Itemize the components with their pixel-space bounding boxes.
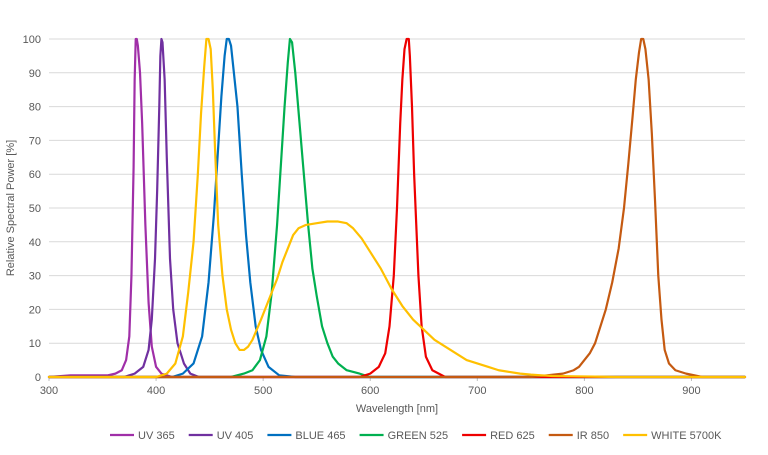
series-line-white-5700k bbox=[47, 37, 747, 379]
x-tick-label: 700 bbox=[468, 385, 486, 397]
y-tick-label: 10 bbox=[29, 338, 41, 350]
tick-labels: 0 10 20 30 40 50 60 70 80 90 100 300 400 500 600 700 800… bbox=[23, 34, 701, 397]
legend-label: RED 625 bbox=[490, 430, 535, 442]
x-tick-label: 400 bbox=[147, 385, 165, 397]
x-axis-title: Wavelength [nm] bbox=[356, 403, 438, 415]
series-lines bbox=[47, 37, 747, 379]
y-tick-label: 90 bbox=[29, 68, 41, 80]
y-tick-label: 70 bbox=[29, 135, 41, 147]
legend-label: IR 850 bbox=[577, 430, 609, 442]
x-tick-label: 900 bbox=[682, 385, 700, 397]
legend-label: BLUE 465 bbox=[295, 430, 345, 442]
y-axis-title: Relative Spectral Power [%] bbox=[5, 140, 17, 276]
legend-label: GREEN 525 bbox=[388, 430, 449, 442]
legend-label: WHITE 5700K bbox=[651, 430, 722, 442]
x-tick-label: 300 bbox=[40, 385, 58, 397]
legend-item: IR 850 bbox=[548, 430, 609, 442]
y-tick-label: 100 bbox=[23, 34, 41, 46]
legend-label: UV 365 bbox=[138, 430, 175, 442]
series-line-ir-850 bbox=[47, 37, 747, 379]
legend: UV 365 UV 405 BLUE 465 GREEN 525 RED 625 IR 8… bbox=[110, 430, 722, 442]
x-tick-label: 800 bbox=[575, 385, 593, 397]
legend-item: BLUE 465 bbox=[267, 430, 346, 442]
x-tick-label: 500 bbox=[254, 385, 272, 397]
y-tick-label: 20 bbox=[29, 304, 41, 316]
legend-item: GREEN 525 bbox=[359, 430, 449, 442]
y-tick-label: 40 bbox=[29, 237, 41, 249]
y-tick-label: 50 bbox=[29, 203, 41, 215]
x-tick-label: 600 bbox=[361, 385, 379, 397]
series-line-uv-405 bbox=[47, 37, 747, 379]
legend-item: WHITE 5700K bbox=[623, 430, 722, 442]
y-tick-label: 30 bbox=[29, 271, 41, 283]
series-line-red-625 bbox=[47, 37, 747, 379]
y-tick-label: 0 bbox=[35, 372, 41, 384]
y-tick-label: 80 bbox=[29, 102, 41, 114]
legend-item: UV 365 bbox=[110, 430, 175, 442]
series-line-uv-365 bbox=[47, 37, 747, 379]
legend-item: RED 625 bbox=[462, 430, 535, 442]
y-tick-label: 60 bbox=[29, 169, 41, 181]
legend-item: UV 405 bbox=[188, 430, 254, 442]
legend-label: UV 405 bbox=[217, 430, 254, 442]
series-line-green-525 bbox=[47, 37, 747, 379]
